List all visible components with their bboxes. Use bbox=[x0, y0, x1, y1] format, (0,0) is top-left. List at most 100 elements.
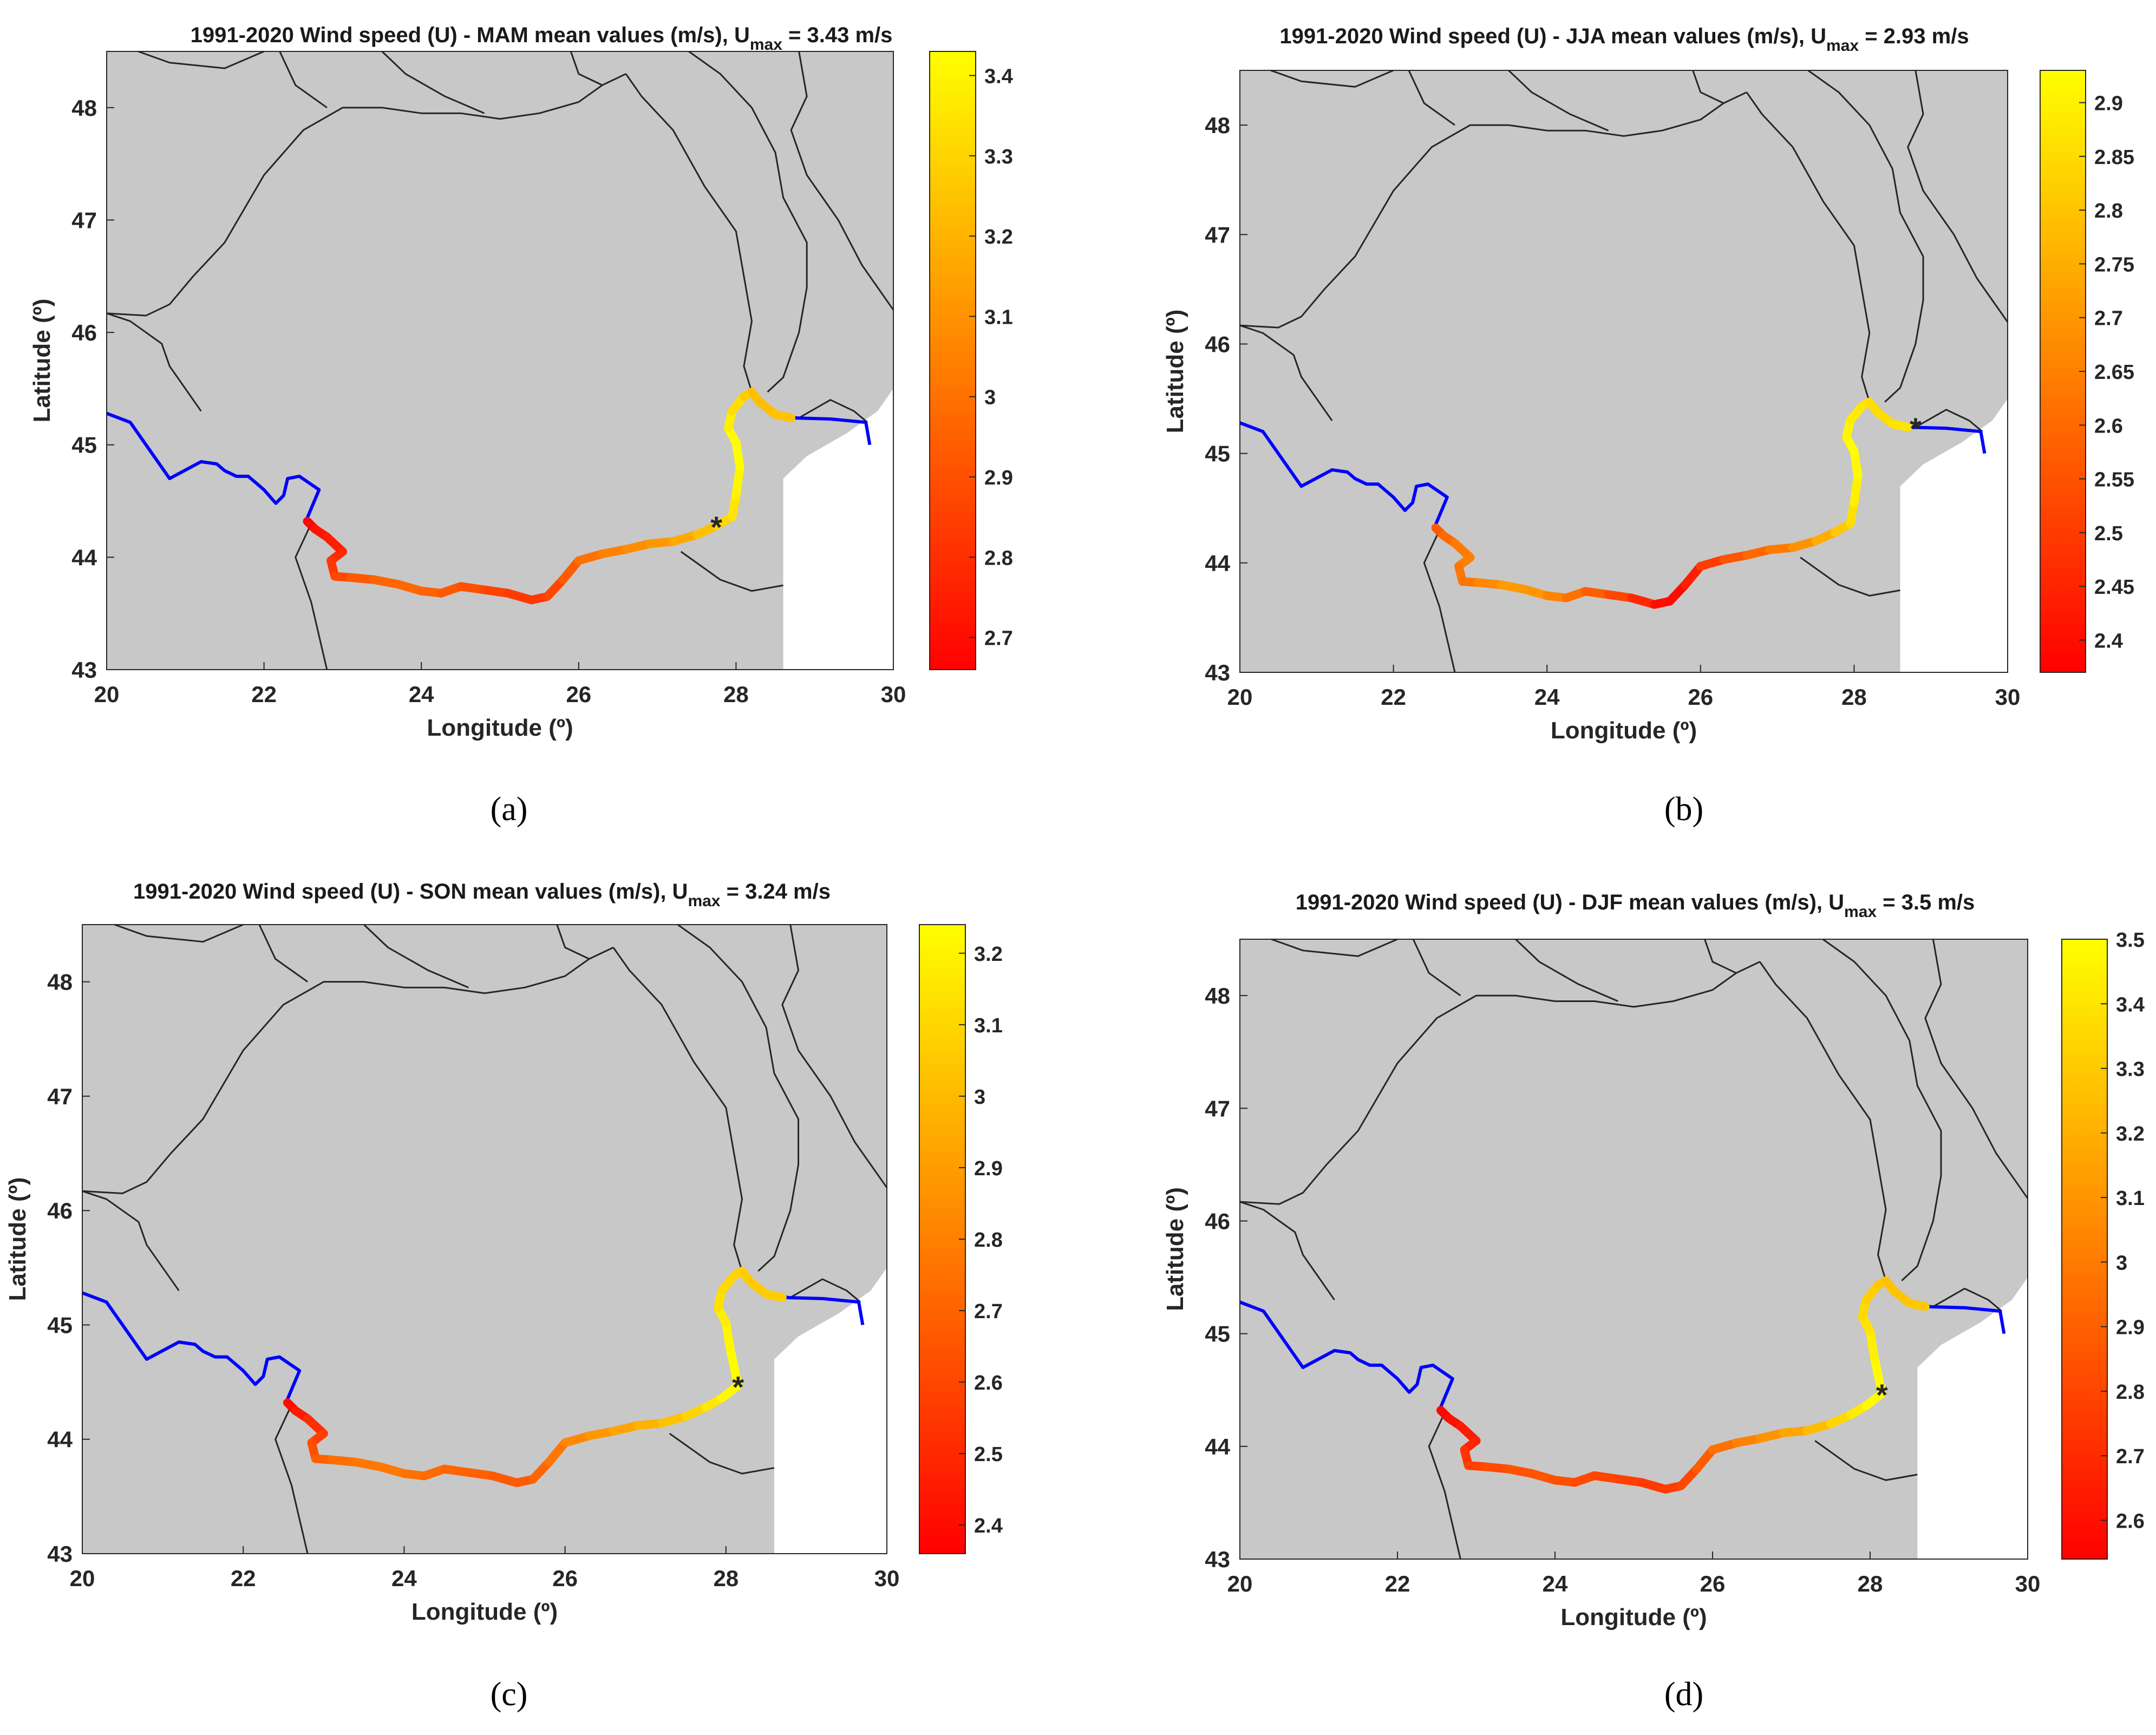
river-reach-blue bbox=[1239, 1300, 1454, 1408]
y-tick-label: 48 bbox=[47, 970, 73, 995]
panels-root: 1991-2020 Wind speed (U) - MAM mean valu… bbox=[4, 23, 2145, 1713]
border-line bbox=[781, 924, 888, 1188]
land-area bbox=[107, 51, 893, 670]
y-tick-label: 48 bbox=[71, 95, 97, 121]
panel-caption: (a) bbox=[491, 791, 528, 828]
chart-panel-c: 1991-2020 Wind speed (U) - SON mean valu… bbox=[4, 880, 1003, 1713]
y-tick-label: 44 bbox=[1205, 551, 1230, 576]
border-line bbox=[106, 312, 202, 412]
y-axis-label: Latitude (º) bbox=[4, 1177, 31, 1301]
y-tick-label: 44 bbox=[47, 1427, 73, 1452]
y-axis-label: Latitude (º) bbox=[1162, 1187, 1188, 1311]
border-line bbox=[1239, 1201, 1335, 1301]
colorbar-tick-label: 2.8 bbox=[2116, 1381, 2145, 1404]
chart-panel-b: 1991-2020 Wind speed (U) - JJA mean valu… bbox=[1162, 24, 2134, 828]
river-reach-blue bbox=[1239, 421, 1449, 526]
border-line bbox=[1807, 69, 1924, 403]
colorbar-tick-label: 2.45 bbox=[2094, 576, 2134, 599]
colorbar-tick-label: 2.55 bbox=[2094, 469, 2134, 492]
river-reach-blue bbox=[791, 416, 872, 446]
panel-caption: (c) bbox=[491, 1676, 528, 1713]
chart-title-subscript: max bbox=[1826, 37, 1859, 55]
y-tick-label: 45 bbox=[71, 433, 97, 458]
border-line bbox=[381, 50, 485, 114]
x-tick-label: 24 bbox=[409, 682, 434, 707]
sea-area bbox=[1917, 1277, 2028, 1559]
border-line bbox=[625, 73, 753, 392]
river-reach-blue bbox=[81, 1291, 302, 1400]
border-line bbox=[1423, 529, 1456, 673]
border-line bbox=[556, 924, 590, 960]
border-line bbox=[669, 1432, 775, 1475]
sea-area bbox=[1900, 398, 2008, 672]
chart-title: 1991-2020 Wind speed (U) - JJA mean valu… bbox=[1279, 24, 1969, 55]
x-tick-label: 22 bbox=[251, 682, 277, 707]
chart-title: 1991-2020 Wind speed (U) - MAM mean valu… bbox=[191, 23, 893, 54]
wind-speed-segment bbox=[771, 410, 796, 422]
land-area bbox=[82, 925, 887, 1554]
sea-area bbox=[774, 1267, 887, 1554]
border-line bbox=[1412, 939, 1461, 997]
border-line bbox=[1408, 70, 1455, 126]
border-line bbox=[258, 924, 308, 983]
axes-frame bbox=[1239, 70, 2008, 673]
wind-speed-segment bbox=[762, 1289, 787, 1302]
border-line bbox=[82, 946, 614, 1194]
border-line bbox=[106, 73, 626, 317]
x-tick-label: 24 bbox=[1543, 1571, 1568, 1596]
colorbar-tick-label: 2.6 bbox=[2094, 415, 2123, 437]
chart-title-suffix: = 3.5 m/s bbox=[1877, 891, 1975, 914]
border-line bbox=[1508, 69, 1609, 132]
x-tick-label: 20 bbox=[1227, 1571, 1253, 1596]
chart-title-main: 1991-2020 Wind speed (U) - SON mean valu… bbox=[133, 880, 688, 903]
border-line bbox=[1270, 69, 1394, 88]
colorbar-tick-label: 3.3 bbox=[2116, 1058, 2145, 1081]
river-reach-blue bbox=[782, 1295, 865, 1325]
wind-speed-segment bbox=[1870, 1352, 1886, 1398]
colorbar-tick-label: 2.9 bbox=[984, 467, 1013, 489]
x-tick-label: 28 bbox=[713, 1566, 739, 1591]
x-tick-label: 22 bbox=[231, 1566, 256, 1591]
colorbar-tick-label: 3 bbox=[984, 387, 996, 409]
border-line bbox=[1239, 324, 1333, 421]
y-axis-label: Latitude (º) bbox=[1162, 310, 1188, 434]
y-tick-label: 48 bbox=[1205, 983, 1230, 1009]
x-tick-label: 30 bbox=[1995, 684, 2021, 710]
y-tick-label: 46 bbox=[1205, 331, 1230, 357]
colorbar-tick-label: 3.5 bbox=[2116, 929, 2145, 952]
y-tick-label: 45 bbox=[1205, 441, 1230, 467]
colorbar bbox=[929, 51, 976, 670]
colorbar-tick-label: 3.3 bbox=[984, 146, 1013, 168]
land-area bbox=[1240, 70, 2008, 672]
x-tick-label: 28 bbox=[1858, 1571, 1883, 1596]
y-tick-label: 45 bbox=[47, 1312, 73, 1338]
border-line bbox=[1822, 938, 1942, 1281]
x-tick-label: 30 bbox=[2015, 1571, 2041, 1596]
colorbar-tick-label: 2.75 bbox=[2094, 253, 2134, 276]
y-tick-label: 43 bbox=[71, 657, 97, 683]
y-tick-label: 43 bbox=[1205, 1547, 1230, 1572]
x-tick-label: 26 bbox=[566, 682, 591, 707]
x-axis-label: Longitude (º) bbox=[427, 715, 573, 741]
max-location-marker: * bbox=[732, 1370, 744, 1404]
x-tick-label: 24 bbox=[391, 1566, 417, 1591]
y-tick-label: 46 bbox=[71, 320, 97, 345]
max-location-marker: * bbox=[1910, 411, 1922, 446]
max-location-marker: * bbox=[1876, 1378, 1888, 1412]
colorbar-tick-label: 3.4 bbox=[984, 65, 1013, 88]
colorbar-tick-label: 2.8 bbox=[984, 547, 1013, 569]
axes-frame bbox=[1239, 939, 2028, 1560]
colorbar-tick-label: 2.7 bbox=[2116, 1445, 2145, 1468]
wind-speed-segment bbox=[726, 1343, 743, 1390]
land-area bbox=[1240, 939, 2028, 1559]
chart-panel-a: 1991-2020 Wind speed (U) - MAM mean valu… bbox=[29, 23, 1013, 828]
chart-title: 1991-2020 Wind speed (U) - SON mean valu… bbox=[133, 880, 831, 910]
border-line bbox=[1800, 556, 1900, 597]
colorbar-tick-label: 2.4 bbox=[2094, 630, 2123, 652]
axes-frame bbox=[82, 924, 887, 1554]
chart-title-subscript: max bbox=[688, 892, 720, 910]
colorbar-tick-label: 3.2 bbox=[2116, 1123, 2145, 1145]
panel-caption: (b) bbox=[1664, 791, 1703, 828]
y-tick-label: 44 bbox=[71, 545, 97, 570]
y-tick-label: 47 bbox=[1205, 222, 1230, 247]
